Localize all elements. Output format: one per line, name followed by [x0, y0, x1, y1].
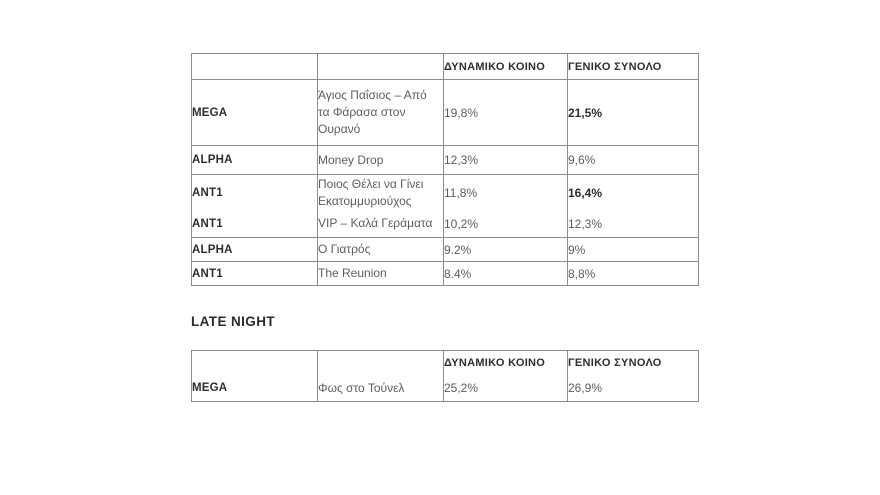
rating-general: 26,9%: [568, 381, 603, 395]
header-cell-dynamic: ΔΥΝΑΜΙΚΟ ΚΟΙΝΟ: [443, 53, 568, 80]
header-cell-channel: [191, 350, 318, 375]
cell-show: Ποιος Θέλει να Γίνει Εκατομμυριούχος: [317, 174, 444, 210]
header-label-dynamic: ΔΥΝΑΜΙΚΟ ΚΟΙΝΟ: [444, 357, 546, 369]
ratings-table-latenight: ΔΥΝΑΜΙΚΟ ΚΟΙΝΟ ΓΕΝΙΚΟ ΣΥΝΟΛΟ MEGA Φως στ…: [191, 350, 699, 402]
header-cell-channel: [191, 53, 318, 80]
show-title: Ο Γιατρός: [318, 242, 371, 256]
header-label-general: ΓΕΝΙΚΟ ΣΥΝΟΛΟ: [568, 60, 662, 73]
channel-name: ALPHA: [192, 154, 233, 166]
rating-dynamic: 12,3%: [444, 153, 479, 167]
cell-general: 8,8%: [567, 261, 699, 286]
cell-dynamic: 25,2%: [443, 375, 568, 402]
table-header-row: ΔΥΝΑΜΙΚΟ ΚΟΙΝΟ ΓΕΝΙΚΟ ΣΥΝΟΛΟ: [191, 53, 699, 80]
rating-dynamic: 19,8%: [444, 105, 479, 120]
rating-general: 12,3%: [568, 216, 603, 231]
cell-channel: ANT1: [191, 174, 318, 210]
cell-show: Άγιος Παΐσιος – Από τα Φάρασα στον Ουραν…: [317, 79, 444, 146]
table-header-row: ΔΥΝΑΜΙΚΟ ΚΟΙΝΟ ΓΕΝΙΚΟ ΣΥΝΟΛΟ: [191, 350, 699, 375]
rating-general: 9%: [568, 242, 586, 257]
cell-dynamic: 8.4%: [443, 261, 568, 286]
cell-general: 9%: [567, 237, 699, 262]
rating-general: 9,6%: [568, 153, 596, 167]
ratings-table-primetime: ΔΥΝΑΜΙΚΟ ΚΟΙΝΟ ΓΕΝΙΚΟ ΣΥΝΟΛΟ MEGA Άγιος …: [191, 53, 699, 286]
header-cell-show: [317, 53, 444, 80]
show-title: Money Drop: [318, 152, 384, 167]
cell-channel: ALPHA: [191, 145, 318, 175]
channel-name: MEGA: [192, 106, 228, 119]
cell-dynamic: 10,2%: [443, 210, 568, 238]
header-cell-general: ΓΕΝΙΚΟ ΣΥΝΟΛΟ: [567, 350, 699, 375]
show-title-line: Εκατομμυριούχος: [318, 193, 412, 208]
rating-general: 16,4%: [568, 185, 603, 200]
rating-general: 21,5%: [568, 105, 603, 120]
cell-dynamic: 11,8%: [443, 174, 568, 210]
show-title-line: Άγιος Παΐσιος – Από: [318, 88, 427, 102]
table-row: ALPHA Money Drop 12,3% 9,6%: [191, 145, 699, 175]
cell-dynamic: 12,3%: [443, 145, 568, 175]
cell-show: The Reunion: [317, 261, 444, 286]
show-title-line: τα Φάρασα στον: [318, 105, 406, 119]
header-cell-dynamic: ΔΥΝΑΜΙΚΟ ΚΟΙΝΟ: [443, 350, 568, 375]
rating-dynamic: 8.4%: [444, 266, 472, 281]
table-row: MEGA Άγιος Παΐσιος – Από τα Φάρασα στον …: [191, 79, 699, 146]
channel-name: MEGA: [192, 382, 228, 394]
channel-name: ANT1: [192, 267, 223, 280]
header-cell-general: ΓΕΝΙΚΟ ΣΥΝΟΛΟ: [567, 53, 699, 80]
rating-general: 8,8%: [568, 266, 596, 281]
header-label-general: ΓΕΝΙΚΟ ΣΥΝΟΛΟ: [568, 357, 662, 369]
cell-channel: MEGA: [191, 79, 318, 146]
show-title-line: Ουρανό: [318, 122, 361, 136]
channel-name: ALPHA: [192, 243, 233, 256]
rating-dynamic: 9.2%: [444, 242, 472, 257]
cell-general: 9,6%: [567, 145, 699, 175]
show-title: Ποιος Θέλει να Γίνει Εκατομμυριούχος: [318, 176, 443, 210]
cell-channel: MEGA: [191, 375, 318, 402]
channel-name: ANT1: [192, 186, 223, 199]
show-title: Φως στο Τούνελ: [318, 380, 405, 395]
rating-dynamic: 25,2%: [444, 381, 479, 395]
channel-name: ANT1: [192, 217, 223, 230]
cell-show: Money Drop: [317, 145, 444, 175]
rating-dynamic: 11,8%: [444, 185, 478, 200]
table-row: ANT1 The Reunion 8.4% 8,8%: [191, 261, 699, 286]
cell-dynamic: 9.2%: [443, 237, 568, 262]
cell-general: 12,3%: [567, 210, 699, 238]
rating-dynamic: 10,2%: [444, 216, 479, 231]
cell-show: VIP – Καλά Γεράματα: [317, 210, 444, 238]
header-cell-show: [317, 350, 444, 375]
header-label-dynamic: ΔΥΝΑΜΙΚΟ ΚΟΙΝΟ: [444, 60, 546, 73]
cell-general: 21,5%: [567, 79, 699, 146]
cell-channel: ANT1: [191, 261, 318, 286]
table-row: ALPHA Ο Γιατρός 9.2% 9%: [191, 237, 699, 262]
cell-dynamic: 19,8%: [443, 79, 568, 146]
show-title: Άγιος Παΐσιος – Από τα Φάρασα στον Ουραν…: [318, 87, 443, 138]
show-title: VIP – Καλά Γεράματα: [318, 216, 433, 230]
show-title: The Reunion: [318, 266, 387, 280]
cell-show: Φως στο Τούνελ: [317, 375, 444, 402]
cell-general: 16,4%: [567, 174, 699, 210]
table-row: MEGA Φως στο Τούνελ 25,2% 26,9%: [191, 375, 699, 402]
cell-channel: ANT1: [191, 210, 318, 238]
section-heading-late-night: LATE NIGHT: [191, 314, 275, 329]
table-row: ANT1 VIP – Καλά Γεράματα 10,2% 12,3%: [191, 210, 699, 238]
cell-show: Ο Γιατρός: [317, 237, 444, 262]
table-row: ANT1 Ποιος Θέλει να Γίνει Εκατομμυριούχο…: [191, 174, 699, 210]
cell-channel: ALPHA: [191, 237, 318, 262]
show-title-line: Ποιος Θέλει να Γίνει: [318, 176, 424, 191]
cell-general: 26,9%: [567, 375, 699, 402]
